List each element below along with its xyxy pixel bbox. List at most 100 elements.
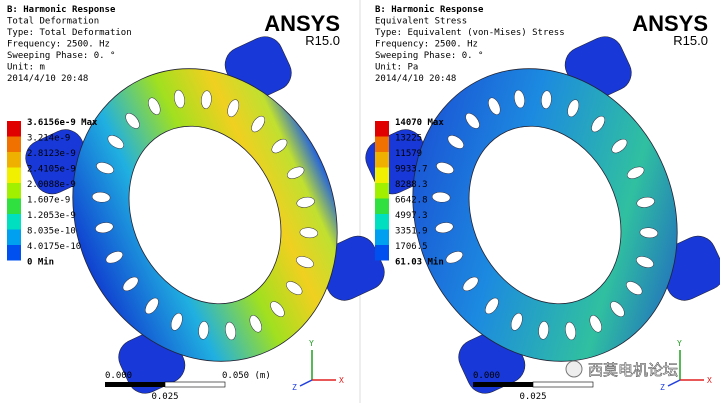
- axis-z: [299, 379, 313, 387]
- legend-swatch: [7, 198, 21, 214]
- slot: [198, 321, 209, 340]
- slot: [639, 227, 659, 239]
- header-line: Type: Equivalent (von-Mises) Stress: [375, 28, 565, 38]
- legend-swatch: [7, 214, 21, 230]
- watermark: 西莫电机论坛: [588, 361, 678, 379]
- legend-swatch: [7, 121, 21, 137]
- axis-label: Y: [309, 339, 314, 348]
- axis-label: Z: [292, 383, 297, 392]
- legend-swatch: [375, 214, 389, 230]
- legend-label: 2.0088e-9: [27, 180, 76, 190]
- panel: B: Harmonic Response Equivalent StressTyp…: [365, 4, 720, 402]
- slot: [95, 222, 114, 234]
- legend-swatch: [375, 229, 389, 245]
- logo: ANSYS: [264, 11, 340, 36]
- slot: [201, 90, 212, 109]
- slot: [125, 113, 140, 129]
- slot: [567, 99, 580, 118]
- legend-swatch: [375, 167, 389, 183]
- scale-label: 0.000: [105, 371, 132, 381]
- slot: [174, 89, 185, 109]
- slot: [462, 276, 479, 292]
- legend-label: 3.214e-9: [27, 134, 70, 144]
- legend-swatch: [375, 121, 389, 137]
- slot: [271, 138, 288, 154]
- slot: [249, 315, 262, 333]
- logo: ANSYS: [632, 11, 708, 36]
- axis-label: X: [339, 376, 344, 385]
- legend-swatch: [375, 198, 389, 214]
- slot: [565, 321, 576, 341]
- slot: [591, 115, 605, 133]
- legend-swatch: [7, 229, 21, 245]
- axis-z: [667, 379, 681, 387]
- slot: [107, 135, 124, 149]
- header-line: Sweeping Phase: 0. °: [375, 51, 483, 61]
- version: R15.0: [673, 33, 708, 48]
- legend-swatch: [7, 152, 21, 168]
- slot: [626, 281, 643, 295]
- slot: [145, 297, 159, 315]
- slot: [488, 97, 501, 115]
- legend-label: 13225: [395, 134, 422, 144]
- slot: [251, 115, 265, 133]
- legend-swatch: [7, 245, 21, 261]
- legend-swatch: [375, 152, 389, 168]
- scale-label: 0.025: [151, 392, 178, 402]
- slot: [445, 251, 464, 264]
- legend-label: 11579: [395, 149, 422, 159]
- panel: B: Harmonic Response Total DeformationTyp…: [7, 4, 385, 402]
- header-line: Type: Total Deformation: [7, 28, 132, 38]
- header-line: Unit: m: [7, 63, 45, 73]
- axis-label: X: [707, 376, 712, 385]
- slot: [431, 191, 451, 203]
- slot: [541, 90, 552, 109]
- axis-label: Y: [677, 339, 682, 348]
- scale-bar-black: [473, 382, 533, 387]
- slot: [105, 251, 124, 264]
- header-line: Frequency: 2500. Hz: [375, 40, 478, 50]
- slot: [626, 166, 645, 179]
- legend-label: 8.035e-10: [27, 227, 76, 237]
- header-line: 2014/4/10 20:48: [375, 74, 456, 84]
- scale-bar-white: [164, 381, 226, 388]
- slot: [514, 89, 525, 109]
- legend-label: 3351.9: [395, 227, 428, 237]
- slot: [225, 321, 236, 341]
- legend-label: 9933.7: [395, 165, 428, 175]
- header-line: 2014/4/10 20:48: [7, 74, 88, 84]
- slot: [465, 113, 480, 129]
- legend-label: 2.8123e-9: [27, 149, 76, 159]
- legend-label: 14070 Max: [395, 118, 444, 128]
- legend-label: 2.4105e-9: [27, 165, 76, 175]
- header-line: Sweeping Phase: 0. °: [7, 51, 115, 61]
- legend-label: 1.607e-9: [27, 196, 70, 206]
- header-line: Unit: Pa: [375, 63, 418, 73]
- legend-label: 4997.3: [395, 211, 428, 221]
- slot: [485, 297, 499, 315]
- slot: [91, 191, 111, 203]
- header-line: Equivalent Stress: [375, 17, 467, 27]
- legend-label: 3.6156e-9 Max: [27, 118, 98, 128]
- legend-swatch: [375, 245, 389, 261]
- legend-swatch: [7, 167, 21, 183]
- slot: [610, 301, 625, 317]
- scale-label: 0.025: [519, 392, 546, 402]
- legend-label: 8288.3: [395, 180, 428, 190]
- slot: [636, 256, 654, 268]
- legend-label: 1706.5: [395, 242, 428, 252]
- legend-swatch: [375, 136, 389, 152]
- slot: [296, 256, 314, 268]
- slot: [227, 99, 240, 118]
- header-line: Frequency: 2500. Hz: [7, 40, 110, 50]
- slot: [538, 321, 549, 340]
- legend-label: 61.03 Min: [395, 257, 444, 268]
- slot: [286, 281, 303, 295]
- scale-label: 0.050 (m): [222, 371, 271, 381]
- slot: [447, 135, 464, 149]
- stator: [365, 36, 720, 394]
- legend-swatch: [7, 136, 21, 152]
- slot: [296, 196, 315, 208]
- legend-swatch: [7, 183, 21, 199]
